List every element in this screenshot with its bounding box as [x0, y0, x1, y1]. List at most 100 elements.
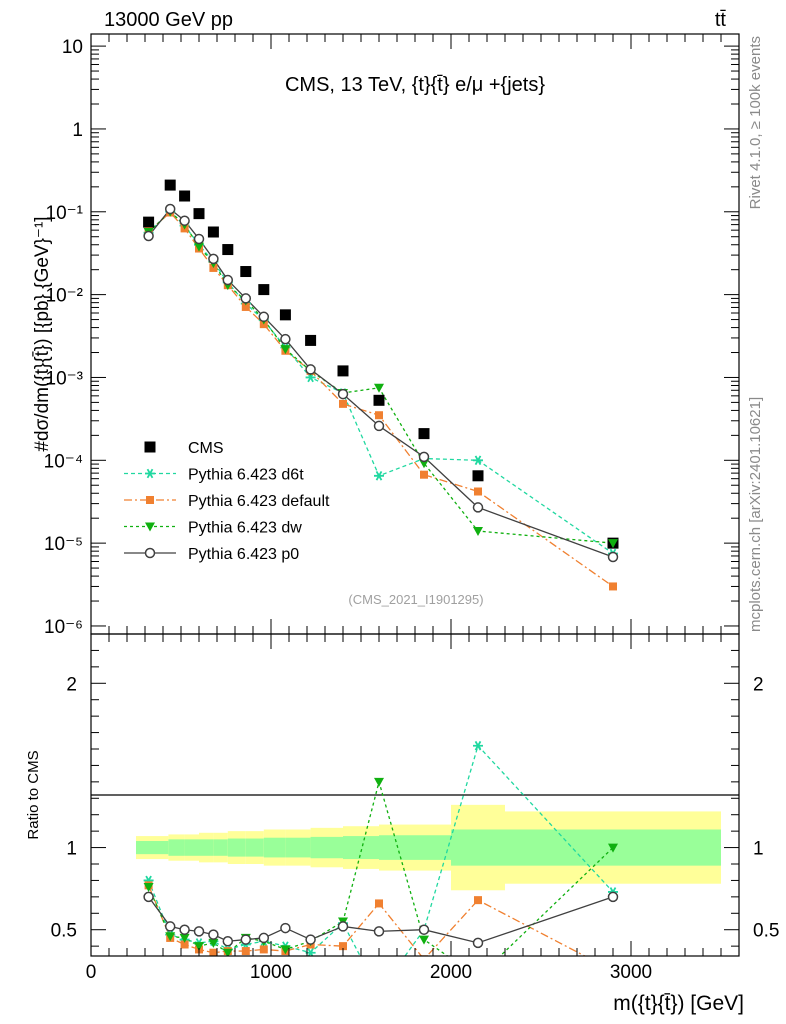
- uncertainty-band-green: [199, 839, 214, 856]
- p0-data-point: [305, 364, 316, 375]
- cms-data-point: [144, 441, 156, 453]
- cms-data-point: [193, 208, 205, 220]
- p0-data-point: [164, 921, 176, 932]
- dw-data-point: [419, 935, 429, 945]
- cms-data-point: [279, 309, 291, 321]
- rivet-note: Rivet 4.1.0, ≥ 100k events: [747, 36, 764, 209]
- default-data-point: [146, 496, 154, 504]
- p0-data-point: [607, 551, 619, 563]
- uncertainty-band-green: [263, 837, 286, 858]
- y-tick-label: 10: [62, 37, 83, 58]
- uncertainty-band-green: [379, 835, 451, 860]
- default-data-point: [339, 399, 347, 408]
- p0-data-point: [418, 924, 430, 935]
- p0-data-point: [144, 547, 156, 559]
- p0-data-point: [240, 934, 252, 945]
- y-tick-label: 10⁻⁶: [44, 617, 83, 638]
- ratio-y-label: Ratio to CMS: [25, 750, 42, 839]
- dw-data-point: [374, 777, 384, 787]
- cms-data-point: [305, 334, 317, 346]
- ratio-series-line: [147, 885, 587, 956]
- dw-data-point: [165, 932, 176, 942]
- uncertainty-band-green: [285, 837, 311, 858]
- x-tick-label: 1000: [250, 962, 292, 983]
- y-tick-label: 10⁻⁴: [44, 451, 83, 472]
- p0-data-point: [280, 333, 291, 345]
- legend-label: Pythia 6.423 d6t: [188, 467, 304, 484]
- dw-data-point: [194, 242, 204, 252]
- dw-data-point: [473, 527, 483, 537]
- d6t-data-point: [374, 988, 384, 997]
- default-data-point: [209, 948, 218, 956]
- x-tick-label: 3000: [610, 962, 652, 983]
- uncertainty-band-green: [213, 839, 228, 856]
- default-data-point: [339, 942, 347, 951]
- uncertainty-band-green: [168, 839, 185, 856]
- ratio-tick-label: 1: [753, 839, 764, 860]
- p0-data-point: [208, 253, 219, 265]
- dw-data-point: [208, 938, 219, 948]
- d6t-data-point: [374, 471, 384, 481]
- dw-data-point: [419, 459, 429, 469]
- default-data-point: [474, 487, 482, 496]
- default-data-point: [259, 945, 268, 954]
- p0-data-point: [164, 203, 176, 215]
- p0-data-point: [222, 274, 234, 286]
- default-data-point: [420, 470, 428, 479]
- p0-data-point: [418, 451, 430, 463]
- cms-data-point: [164, 179, 176, 191]
- legend-label: Pythia 6.423 default: [188, 493, 330, 510]
- default-data-point: [609, 582, 617, 591]
- legend-label: Pythia 6.423 dw: [188, 520, 302, 537]
- y-tick-label: 1: [72, 120, 83, 141]
- uncertainty-band-green: [245, 838, 264, 857]
- mcplots-note: mcplots.cern.ch [arXiv:2401.10621]: [747, 397, 764, 632]
- plot-title: CMS, 13 TeV, {t}{t̄} e/μ +{jets}: [285, 74, 545, 96]
- y-tick-label: 10⁻³: [46, 368, 84, 389]
- cms-data-point: [143, 216, 155, 228]
- analysis-watermark: (CMS_2021_I1901295): [348, 592, 483, 607]
- default-data-point: [180, 940, 189, 949]
- series-line: [148, 211, 614, 587]
- uncertainty-band-green: [227, 838, 246, 857]
- cms-data-point: [240, 266, 252, 278]
- ratio-panel: 0.5 0.5 1 1 2 2 0 1000 2000 3000 Ratio to CMS m(…: [25, 633, 779, 1015]
- y-axis-label: #dσ/dm({t}{t̄}) [{pb} {GeV}⁻¹]: [32, 216, 53, 451]
- dw-data-point: [608, 843, 618, 853]
- uncertainty-band-green: [136, 841, 169, 855]
- default-data-point: [375, 899, 383, 908]
- header-left: 13000 GeV pp: [104, 9, 233, 31]
- ratio-series-clipped: [143, 740, 619, 997]
- dw-data-point: [143, 883, 154, 892]
- d6t-data-point: [473, 455, 483, 466]
- main-panel: 10⁻⁶ 10⁻⁵ 10⁻⁴ 10⁻³ 10⁻² 10⁻¹ 1 10 CMS, 13 TeV,…: [32, 33, 740, 638]
- p0-data-point: [208, 929, 219, 940]
- cms-data-point: [258, 284, 270, 296]
- uncertainty-band-green: [310, 836, 343, 859]
- d6t-data-point: [145, 468, 155, 479]
- d6t-data-point: [473, 740, 483, 751]
- dw-data-point: [179, 933, 190, 943]
- dw-data-point: [222, 948, 233, 956]
- x-tick-label: 2000: [430, 962, 472, 983]
- cms-data-point: [207, 226, 219, 238]
- p0-data-point: [258, 311, 270, 323]
- p0-data-point: [193, 233, 205, 245]
- y-tick-label: 10⁻²: [46, 286, 84, 307]
- ratio-tick-label: 0.5: [51, 921, 77, 942]
- dw-data-point: [145, 522, 155, 532]
- p0-data-point: [193, 926, 205, 937]
- series-line: [148, 210, 614, 555]
- p0-data-point: [472, 502, 484, 513]
- legend-label: Pythia 6.423 p0: [188, 546, 299, 563]
- default-data-point: [474, 896, 482, 905]
- p0-data-point: [222, 935, 234, 947]
- default-data-point: [375, 411, 383, 420]
- uncertainty-band-green: [343, 836, 379, 860]
- x-axis-label: m({t}{t̄}) [GeV]: [613, 992, 744, 1015]
- p0-data-point: [373, 926, 385, 937]
- cms-data-point: [373, 394, 385, 406]
- p0-data-point: [143, 230, 154, 242]
- p0-data-point: [258, 932, 270, 944]
